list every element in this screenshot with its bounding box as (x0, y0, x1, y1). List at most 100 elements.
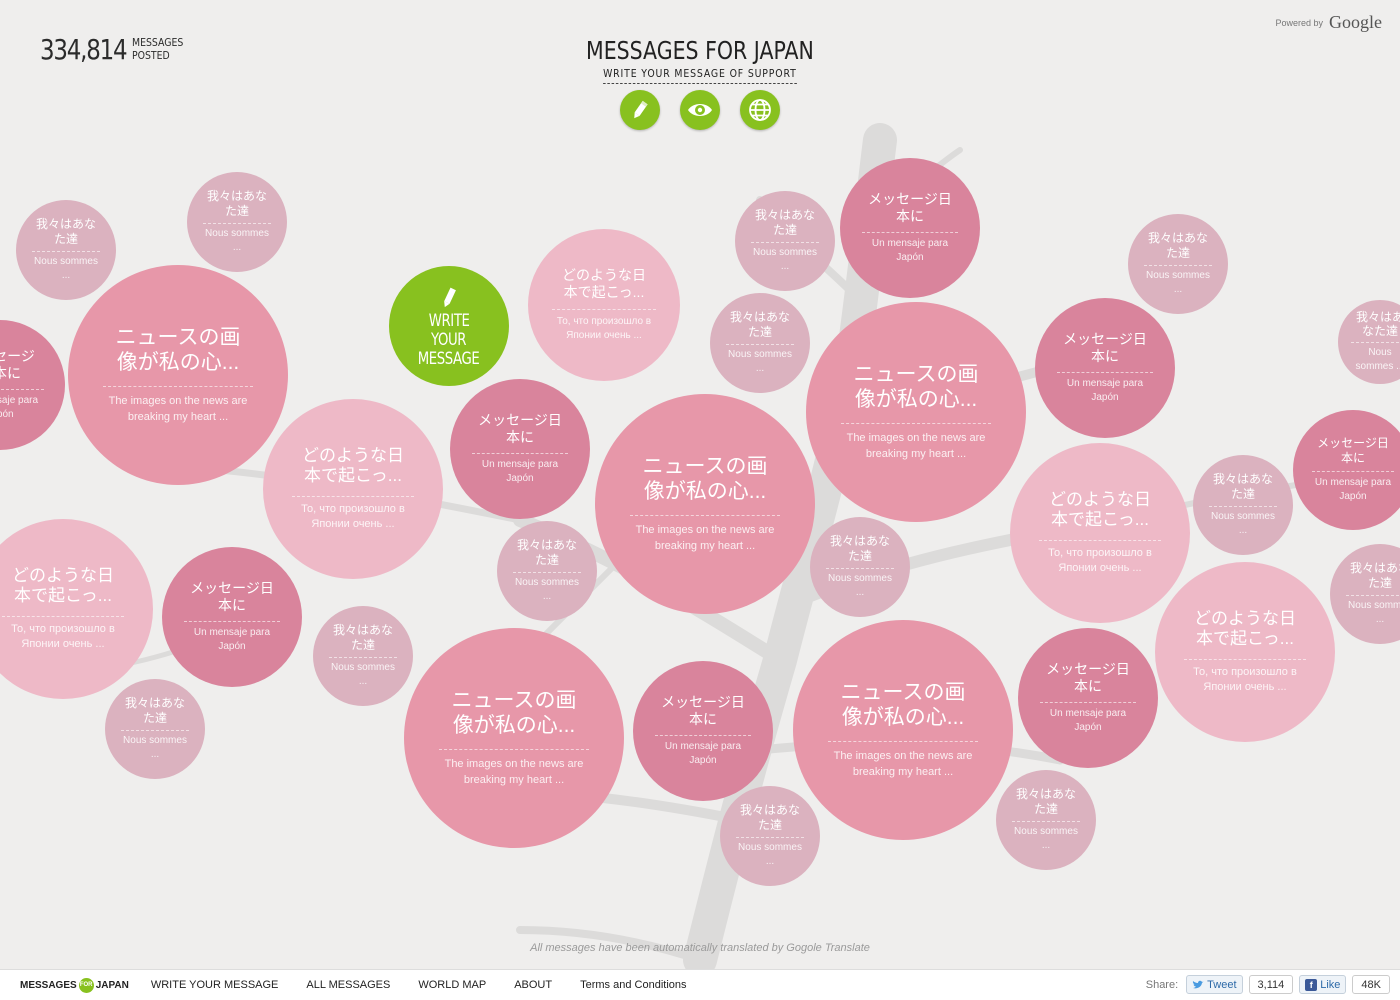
message-bubble[interactable]: どのような日本で起こっ... То, что произошло в Японии… (0, 519, 153, 699)
message-bubble[interactable]: 我々はあなた達 Nous sommes ... (497, 521, 597, 621)
message-bubble[interactable]: 我々はあなた達 Nous sommes ... (996, 770, 1096, 870)
message-translation: Nous sommes ... (515, 576, 579, 602)
message-divider (1209, 505, 1277, 507)
message-divider (121, 729, 189, 731)
message-bubble[interactable]: メッセージ日本に Un mensaje para Japón (450, 379, 590, 519)
message-bubble[interactable]: 我々はあなた達 Nous sommes ... (105, 679, 205, 779)
message-divider (828, 741, 978, 743)
message-translation: The images on the news are breaking my h… (444, 758, 584, 786)
footer-link-about[interactable]: ABOUT (514, 979, 553, 991)
write-bubble-line1: WRITE (428, 310, 470, 331)
message-text: 我々はあなた達 (739, 803, 800, 832)
message-bubble[interactable]: 我々はあなた達 Nous sommes ... (810, 517, 910, 617)
message-translation: Nous sommes ... (828, 572, 892, 598)
message-divider (32, 250, 100, 252)
message-bubble[interactable]: ニュースの画像が私の心... The images on the news are… (68, 265, 288, 485)
message-divider (726, 343, 794, 345)
message-bubble[interactable]: ニュースの画像が私の心... The images on the news are… (404, 628, 624, 848)
message-text: 我々はあなた達 (729, 310, 790, 339)
message-bubble[interactable]: 我々はあなた達 Nous sommes ... (1128, 214, 1228, 314)
message-divider (439, 749, 589, 751)
message-bubble[interactable]: 我々はあなた達 Nous sommes ... (16, 200, 116, 300)
message-translation: Un mensaje para Japón (871, 237, 949, 263)
message-bubble[interactable]: メッセージ日本に Un mensaje para Japón (1035, 298, 1175, 438)
message-divider (736, 836, 804, 838)
message-text: メッセージ日本に (190, 580, 274, 613)
message-bubble[interactable]: メッセージ日本に Un mensaje para Japón (840, 158, 980, 298)
write-bubble-line3: MESSAGE (418, 348, 480, 369)
write-message-bubble[interactable]: WRITE YOUR MESSAGE (389, 266, 509, 386)
message-bubble[interactable]: 我々はあなた達 Nous sommes ... (735, 191, 835, 291)
message-text: ニュースの画像が私の心... (115, 325, 241, 375)
message-text: 我々はあなた達 (1349, 561, 1400, 590)
page-subtitle[interactable]: WRITE YOUR MESSAGE OF SUPPORT (603, 67, 797, 84)
message-text: 我々はあなた達 (1147, 231, 1208, 260)
message-translation: Un mensaje para Japón (481, 458, 559, 484)
message-divider (1183, 658, 1307, 660)
message-bubble[interactable]: メッセージ日本に Un mensaje para Japón (1293, 410, 1400, 530)
powered-by-google[interactable]: Powered by Google (1275, 12, 1382, 33)
message-divider (552, 308, 656, 310)
message-text: 我々はあなた達 (1212, 472, 1273, 501)
footer-link-write[interactable]: WRITE YOUR MESSAGE (150, 979, 279, 991)
like-count: 48K (1352, 975, 1390, 994)
message-bubble[interactable]: どのような日本で起こっ... То, что произошло в Японии… (263, 399, 443, 579)
like-button[interactable]: f Like (1299, 975, 1347, 994)
message-divider (1012, 820, 1080, 822)
world-action-button[interactable] (740, 90, 780, 130)
message-translation: Un mensaje para Japón (193, 626, 271, 652)
message-bubble[interactable]: メッセージ日本に Un mensaje para Japón (633, 661, 773, 801)
message-divider (1144, 264, 1212, 266)
write-action-button[interactable] (620, 90, 660, 130)
message-bubble[interactable]: 我々はあなた達 Nous sommes ... (1338, 300, 1400, 384)
message-translation: Nous sommes ... (123, 734, 187, 760)
message-text: どのような日本で起こっ... (302, 445, 404, 486)
footer-logo[interactable]: MESSAGES FOR JAPAN (20, 977, 129, 993)
message-bubble[interactable]: メッセージ日本に Un mensaje para Japón (1018, 628, 1158, 768)
message-text: ニュースの画像が私の心... (642, 454, 768, 504)
message-translation: Un mensaje para Japón (664, 740, 742, 766)
message-bubble[interactable]: 我々はあなた達 Nous sommes ... (1193, 455, 1293, 555)
message-divider (841, 423, 991, 425)
google-logo: Google (1329, 12, 1382, 32)
message-text: どのような日本で起こっ... (561, 267, 646, 300)
message-bubble[interactable]: どのような日本で起こっ... То, что произошло в Японии… (528, 229, 680, 381)
message-bubble[interactable]: どのような日本で起こっ... То, что произошло в Японии… (1010, 443, 1190, 623)
message-bubble[interactable]: どのような日本で起こっ... То, что произошло в Японии… (1155, 562, 1335, 742)
message-text: メッセージ日本に (1317, 436, 1389, 465)
message-text: メッセージ日本に (868, 191, 952, 224)
message-bubble[interactable]: 我々はあなた達 Nous sommes ... (187, 172, 287, 272)
message-translation: Nous sommes ... (1348, 599, 1400, 625)
tweet-button[interactable]: Tweet (1186, 975, 1243, 994)
message-divider (472, 452, 568, 454)
message-bubble[interactable]: ニュースの画像が私の心... The images on the news are… (595, 394, 815, 614)
footer-link-world-map[interactable]: WORLD MAP (418, 979, 487, 991)
message-divider (184, 620, 280, 622)
action-buttons (620, 90, 780, 130)
footer-link-terms[interactable]: Terms and Conditions (580, 979, 687, 991)
powered-by-label: Powered by (1275, 17, 1323, 28)
message-text: どのような日本で起こっ... (1049, 489, 1151, 530)
message-translation: Un mensaje para Japón (1314, 476, 1392, 502)
message-text: ニュースの画像が私の心... (840, 680, 966, 730)
message-text: 我々はあなた達 (124, 696, 185, 725)
message-text: メッセージ日本に (661, 694, 745, 727)
write-bubble-line2: YOUR (431, 329, 467, 350)
message-bubble[interactable]: 我々はあなた達 Nous sommes ... (313, 606, 413, 706)
message-text: メッセージ日本に (1046, 661, 1130, 694)
message-translation: Nous sommes ... (728, 348, 792, 374)
message-bubble[interactable]: ニュースの画像が私の心... The images on the news are… (806, 302, 1026, 522)
message-text: 我々はあなた達 (1355, 309, 1400, 338)
footer-link-all-messages[interactable]: ALL MESSAGES (306, 979, 391, 991)
message-translation: Nous sommes ... (1146, 269, 1210, 295)
share-area: Share: Tweet 3,114 f Like 48K (1146, 975, 1390, 994)
view-action-button[interactable] (680, 90, 720, 130)
message-translation: Nous sommes ... (738, 841, 802, 867)
message-bubble[interactable]: 我々はあなた達 Nous sommes ... (710, 293, 810, 393)
message-translation: Nous sommes ... (205, 227, 269, 253)
message-bubble[interactable]: メッセージ日本に Un mensaje para Japón (162, 547, 302, 687)
message-bubble[interactable]: 我々はあなた達 Nous sommes ... (720, 786, 820, 886)
message-text: ニュースの画像が私の心... (853, 362, 979, 412)
message-counter: 334,814 MESSAGES POSTED (40, 33, 192, 66)
message-bubble[interactable]: ニュースの画像が私の心... The images on the news are… (793, 620, 1013, 840)
